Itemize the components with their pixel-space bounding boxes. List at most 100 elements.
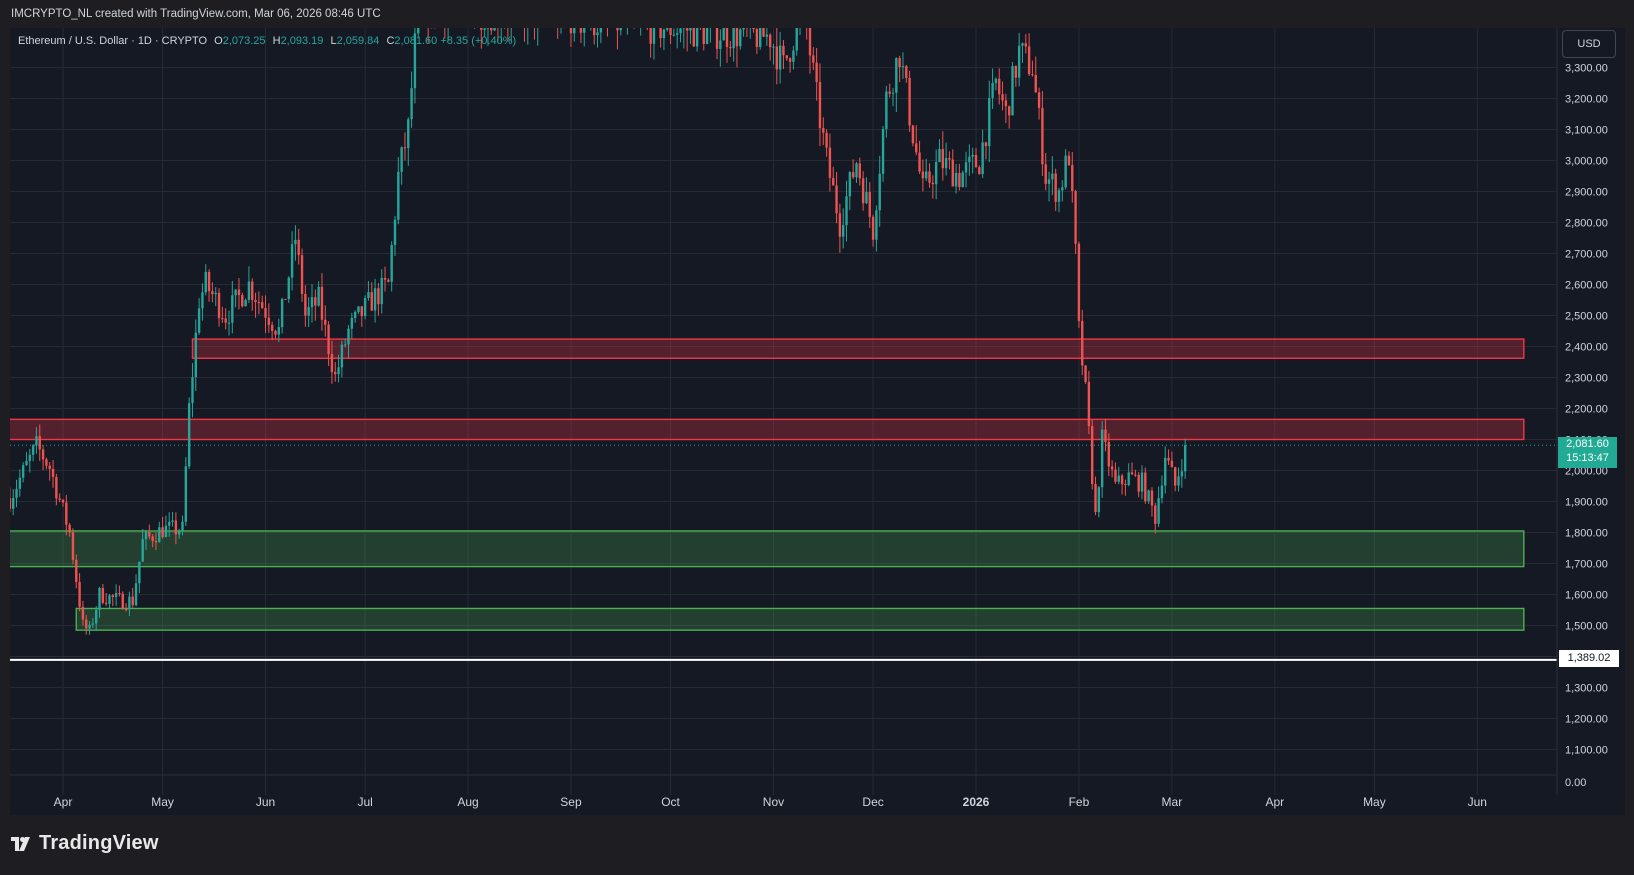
x-tick-label: Dec <box>862 795 883 809</box>
candle-body <box>1031 74 1034 76</box>
top-bar: IMCRYPTO_NL created with TradingView.com… <box>0 0 1634 28</box>
candle-body <box>314 297 317 306</box>
candle-body <box>636 16 638 18</box>
candle-body <box>407 119 410 149</box>
candle-body <box>659 28 662 39</box>
high-value: 2,093.19 <box>280 35 324 47</box>
y-tick-label: 2,000.00 <box>1565 466 1608 478</box>
candle-body <box>775 46 778 70</box>
candle-body <box>467 1 469 8</box>
candle-body <box>171 520 174 522</box>
candle-body <box>905 66 908 78</box>
candle-body <box>174 520 178 535</box>
candle-body <box>61 499 65 503</box>
candle-body <box>948 158 951 160</box>
candle-body <box>1071 165 1074 191</box>
candle-body <box>95 609 98 624</box>
candle-body <box>400 147 403 172</box>
x-tick-label: May <box>151 795 174 809</box>
candle-body <box>320 286 324 320</box>
candle-body <box>390 244 393 282</box>
x-tick-label: Mar <box>1162 795 1183 809</box>
candle-body <box>596 32 599 36</box>
candle-body <box>134 583 138 606</box>
candle-body <box>599 28 603 33</box>
candle-body <box>566 15 568 16</box>
candle-body <box>802 0 804 8</box>
currency-button[interactable]: USD <box>1562 30 1616 58</box>
candle-body <box>330 354 334 373</box>
candle-body <box>1114 469 1117 482</box>
candle-body <box>868 192 871 217</box>
candle-body <box>921 171 925 179</box>
tradingview-logo[interactable]: TradingView <box>11 832 159 855</box>
candle-body <box>1037 92 1041 108</box>
candle-body <box>639 17 641 18</box>
candle-body <box>111 595 114 598</box>
candle-body <box>1077 243 1081 322</box>
x-tick-label: 2026 <box>963 795 990 809</box>
candle-body <box>878 173 881 211</box>
candle-body <box>191 377 194 404</box>
candle-body <box>118 593 121 595</box>
candle-body <box>652 28 656 44</box>
candle-body <box>244 299 247 307</box>
y-tick-label: 1,800.00 <box>1565 528 1608 540</box>
candle-body <box>685 28 689 31</box>
candle-body <box>1044 164 1047 184</box>
candle-body <box>1061 187 1064 191</box>
candle-body <box>1124 484 1127 486</box>
candle-body <box>204 271 207 293</box>
candle-body <box>808 28 812 56</box>
candle-body <box>324 319 327 325</box>
candle-body <box>630 7 632 12</box>
price-axis[interactable]: 1,100.001,200.001,300.001,400.001,500.00… <box>1556 28 1608 795</box>
candle-body <box>865 192 868 204</box>
candle-body <box>871 216 875 240</box>
candle-body <box>616 28 619 31</box>
candle-body <box>104 602 108 604</box>
candle-body <box>490 28 493 31</box>
candle-body <box>387 279 390 282</box>
candle-body <box>141 539 144 562</box>
candle-body <box>304 293 307 316</box>
candle-body <box>699 17 701 24</box>
candle-body <box>483 28 486 30</box>
candle-body <box>427 0 429 22</box>
grid <box>10 28 1557 795</box>
candle-body <box>885 91 888 130</box>
y-tick-label-partial: 0.00 <box>1565 777 1586 789</box>
candle-body <box>138 561 141 584</box>
candle-body <box>1150 490 1154 506</box>
candle-body <box>550 15 552 21</box>
support-upper-zone[interactable] <box>7 530 1525 568</box>
candle-body <box>1024 43 1027 47</box>
candle-body <box>1130 472 1134 475</box>
candle-body <box>988 98 991 147</box>
resistance-lower-zone[interactable] <box>7 418 1525 441</box>
candle-body <box>1120 475 1124 485</box>
candle-body <box>785 55 788 59</box>
chart-frame[interactable] <box>10 28 1625 815</box>
candle-body <box>161 527 164 538</box>
y-tick-label: 2,500.00 <box>1565 311 1608 323</box>
candle-body <box>543 3 545 15</box>
resistance-upper-zone[interactable] <box>191 338 1525 359</box>
support-lower-zone[interactable] <box>75 607 1525 631</box>
candle-body <box>576 5 578 25</box>
x-tick-label: Jul <box>357 795 372 809</box>
candle-body <box>855 163 858 178</box>
candle-body <box>457 0 459 4</box>
candle-body <box>1107 441 1110 467</box>
y-tick-label: 2,400.00 <box>1565 342 1608 354</box>
candle-body <box>500 22 502 25</box>
candle-body <box>672 34 676 36</box>
candle-body <box>297 239 300 256</box>
y-tick-label: 3,200.00 <box>1565 94 1608 106</box>
candle-body <box>861 178 865 204</box>
candle-body <box>895 58 898 93</box>
candle-body <box>563 2 565 15</box>
candle-body <box>450 8 452 9</box>
time-axis[interactable]: Apr May Jun Jul Aug Sep Oct Nov Dec 2026 Feb Mar Apr… <box>10 774 1557 809</box>
